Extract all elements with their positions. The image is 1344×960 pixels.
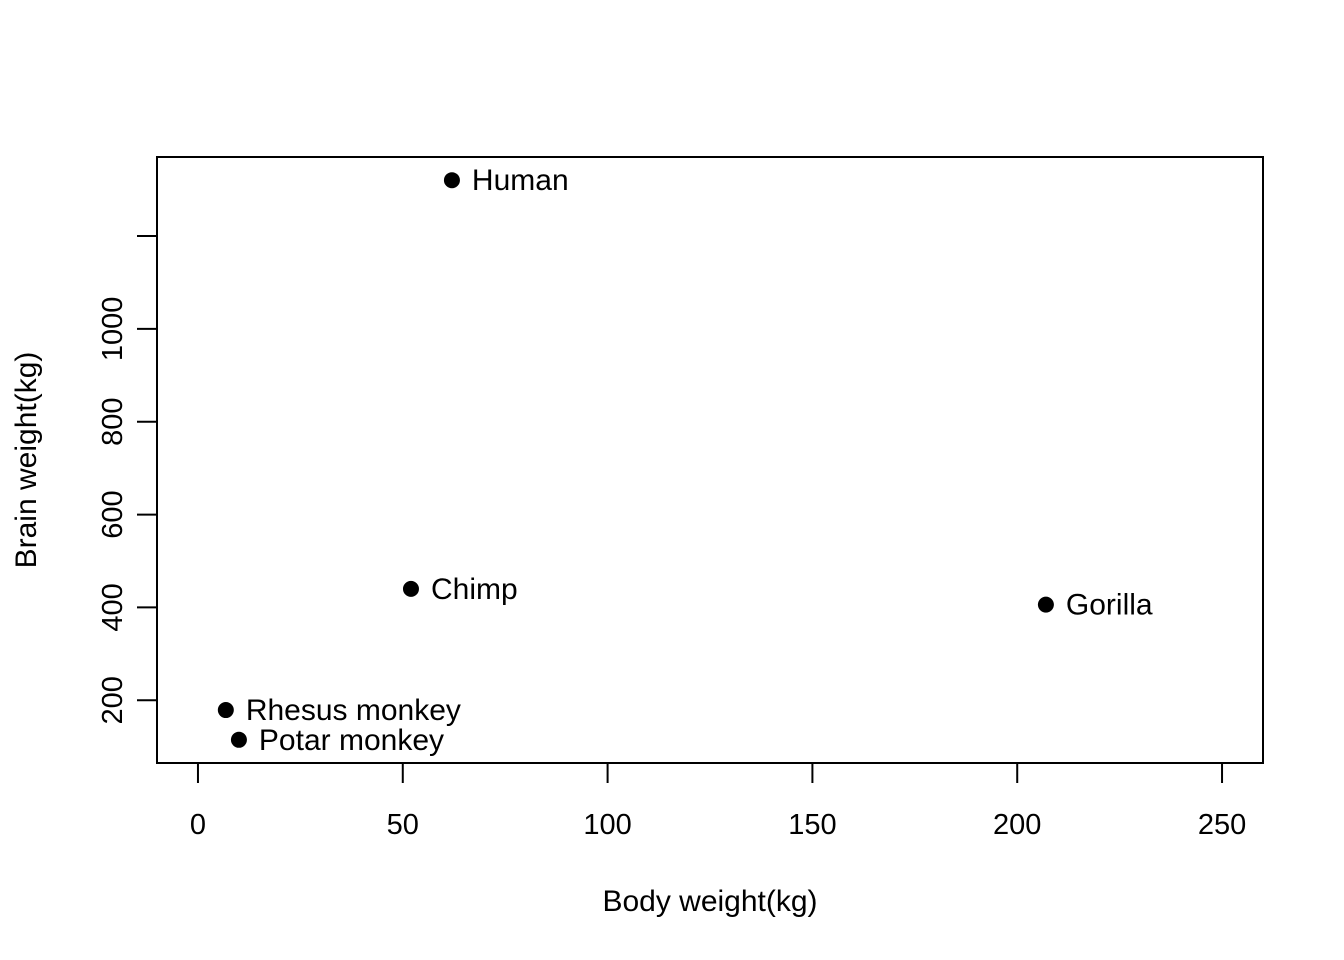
x-tick-label: 100 [583,809,631,841]
x-axis-title: Body weight(kg) [602,885,817,918]
y-axis-title: Brain weight(kg) [10,352,43,569]
data-point [1037,596,1054,613]
data-point [217,702,234,719]
x-tick-label: 150 [788,809,836,841]
y-axis: 200 400 600 800 1000 [97,234,158,725]
x-tick-label: 50 [387,809,419,841]
y-tick-label: 600 [97,490,129,538]
data-point [230,731,247,748]
point-label: Potar monkey [259,724,444,757]
point-label: Human [472,164,569,197]
x-tick-label: 250 [1198,809,1246,841]
x-axis: 0 50 100 150 200 250 [190,762,1246,841]
point-label: Chimp [431,573,518,606]
y-tick-label: 200 [97,676,129,724]
y-tick-label: 1000 [97,297,129,362]
data-point [402,580,419,597]
x-tick-label: 200 [993,809,1041,841]
point-label: Gorilla [1066,589,1153,622]
data-point [443,172,460,189]
x-tick-label: 0 [190,809,206,841]
y-tick-label: 400 [97,583,129,631]
plot-frame [156,156,1264,764]
y-tick-label: 800 [97,397,129,445]
point-label: Rhesus monkey [246,694,461,727]
